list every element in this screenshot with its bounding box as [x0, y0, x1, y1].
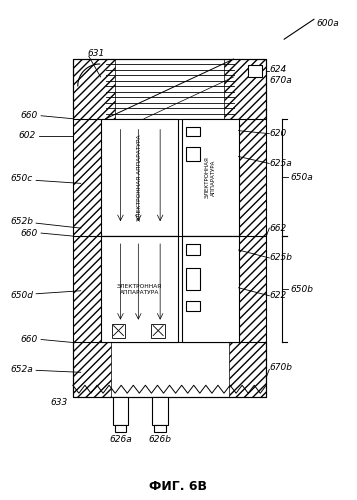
Bar [154, 425, 166, 432]
Bar [101, 236, 178, 343]
Bar [186, 146, 200, 160]
Bar [112, 397, 129, 425]
Text: 600а: 600а [317, 19, 340, 28]
Text: 622: 622 [269, 291, 287, 300]
Text: 670а: 670а [269, 76, 292, 86]
Bar [223, 59, 266, 118]
Text: 652b: 652b [10, 216, 33, 226]
Text: 670b: 670b [269, 363, 292, 372]
Bar [186, 268, 200, 290]
Bar [73, 342, 266, 397]
Text: 652а: 652а [10, 365, 33, 374]
Text: 660: 660 [21, 228, 38, 237]
Bar [248, 65, 262, 77]
Bar [151, 324, 165, 338]
Text: 660: 660 [21, 112, 38, 120]
Text: 650b: 650b [290, 285, 313, 294]
Bar [73, 342, 111, 397]
Bar [73, 59, 266, 397]
Bar [186, 300, 200, 310]
Text: 620: 620 [269, 129, 287, 138]
Text: 650а: 650а [290, 173, 313, 182]
Text: 625а: 625а [269, 159, 292, 168]
Text: 660: 660 [21, 335, 38, 344]
Text: 626b: 626b [149, 436, 172, 444]
Text: 631: 631 [87, 48, 104, 58]
Bar [73, 59, 116, 118]
Text: 633: 633 [50, 398, 67, 406]
Text: 624: 624 [269, 64, 287, 74]
Bar [228, 342, 266, 397]
Bar [182, 118, 238, 236]
Bar [182, 236, 238, 343]
Bar [152, 397, 168, 425]
Bar [101, 118, 178, 236]
Text: 626а: 626а [109, 436, 132, 444]
Text: ФИГ. 6В: ФИГ. 6В [149, 480, 207, 493]
Text: 662: 662 [269, 224, 287, 232]
Bar [115, 425, 126, 432]
Text: 650с: 650с [11, 174, 33, 183]
Bar [111, 324, 125, 338]
Text: ЭЛЕКТРОННАЯ
АППАРАТУРА: ЭЛЕКТРОННАЯ АППАРАТУРА [205, 156, 216, 198]
Bar [73, 118, 101, 342]
Text: ЭЛЕКТРОННАЯ
АППАРАТУРА: ЭЛЕКТРОННАЯ АППАРАТУРА [117, 284, 162, 294]
Bar [238, 118, 266, 342]
Text: ЭЛЕКТРОННАЯ АППАРАТУРА: ЭЛЕКТРОННАЯ АППАРАТУРА [137, 134, 142, 220]
Text: 650d: 650d [10, 291, 33, 300]
Bar [73, 59, 266, 118]
Bar [186, 126, 200, 136]
Bar [186, 244, 200, 255]
Text: 625b: 625b [269, 254, 292, 262]
Text: 602: 602 [19, 131, 36, 140]
